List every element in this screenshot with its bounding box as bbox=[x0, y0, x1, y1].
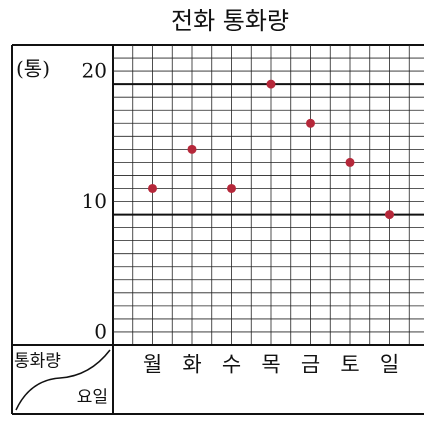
y-tick-label: 10 bbox=[82, 189, 107, 213]
frame bbox=[11, 44, 424, 415]
data-point bbox=[306, 118, 315, 128]
y-axis-label: (통) bbox=[16, 57, 50, 81]
corner-diagonal bbox=[15, 349, 111, 411]
data-point bbox=[385, 210, 394, 220]
data-point bbox=[187, 144, 197, 154]
x-tick-label: 일 bbox=[380, 353, 399, 377]
x-tick-label: 목 bbox=[261, 353, 280, 377]
y-tick-label: 0 bbox=[94, 320, 107, 344]
chart-title: 전화 통화량 bbox=[171, 7, 289, 35]
x-tick-label: 월 bbox=[143, 353, 162, 377]
data-point bbox=[227, 183, 236, 193]
x-tick-label: 토 bbox=[340, 353, 359, 377]
data-point bbox=[266, 79, 276, 89]
x-tick-label: 금 bbox=[301, 353, 320, 377]
corner-bottom: 요일 bbox=[77, 388, 108, 408]
x-tick-label: 화 bbox=[182, 353, 201, 377]
y-tick-label: 20 bbox=[82, 59, 107, 83]
data-point bbox=[148, 183, 157, 193]
corner-top: 통화량 bbox=[14, 352, 61, 372]
data-point bbox=[345, 157, 355, 167]
x-tick-label: 수 bbox=[222, 353, 241, 377]
